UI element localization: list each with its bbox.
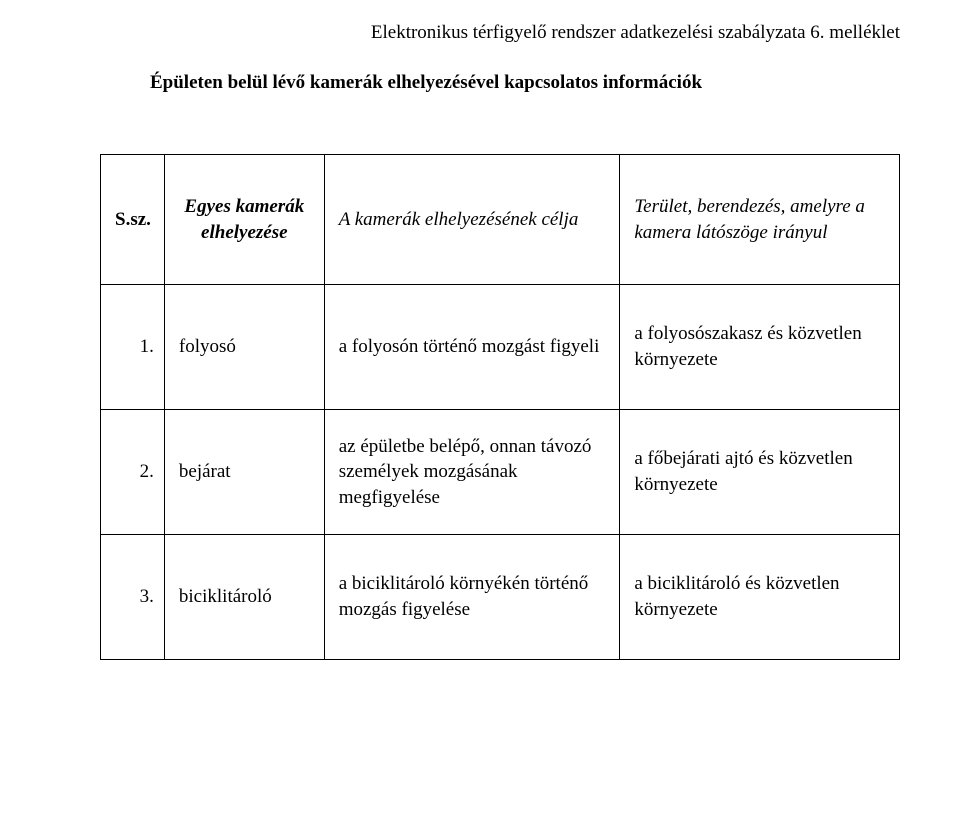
cell-serial: 2. [101,410,165,535]
col-header-location: Egyes kamerák elhelyezése [164,155,324,285]
cell-purpose: a biciklitároló környékén történő mozgás… [324,535,620,660]
cell-area: a főbejárati ajtó és közvetlen környezet… [620,410,900,535]
document-page: Elektronikus térfigyelő rendszer adatkez… [0,0,960,700]
table-row: 2. bejárat az épületbe belépő, onnan táv… [101,410,900,535]
table-row: 3. biciklitároló a biciklitároló környék… [101,535,900,660]
cell-serial: 3. [101,535,165,660]
cell-location: folyosó [164,285,324,410]
page-title: Épületen belül lévő kamerák elhelyezésév… [150,72,900,94]
cell-location: bejárat [164,410,324,535]
cell-purpose: a folyosón történő mozgást figyeli [324,285,620,410]
cell-location: biciklitároló [164,535,324,660]
cell-area: a biciklitároló és közvetlen környezete [620,535,900,660]
col-header-serial: S.sz. [101,155,165,285]
cell-area: a folyosószakasz és közvetlen környezete [620,285,900,410]
table-row: 1. folyosó a folyosón történő mozgást fi… [101,285,900,410]
col-header-purpose: A kamerák elhelyezésének célja [324,155,620,285]
camera-info-table: S.sz. Egyes kamerák elhelyezése A kamerá… [100,154,900,660]
cell-serial: 1. [101,285,165,410]
col-header-area: Terület, berendezés, amelyre a kamera lá… [620,155,900,285]
page-header-text: Elektronikus térfigyelő rendszer adatkez… [100,22,900,44]
table-header-row: S.sz. Egyes kamerák elhelyezése A kamerá… [101,155,900,285]
cell-purpose: az épületbe belépő, onnan távozó személy… [324,410,620,535]
